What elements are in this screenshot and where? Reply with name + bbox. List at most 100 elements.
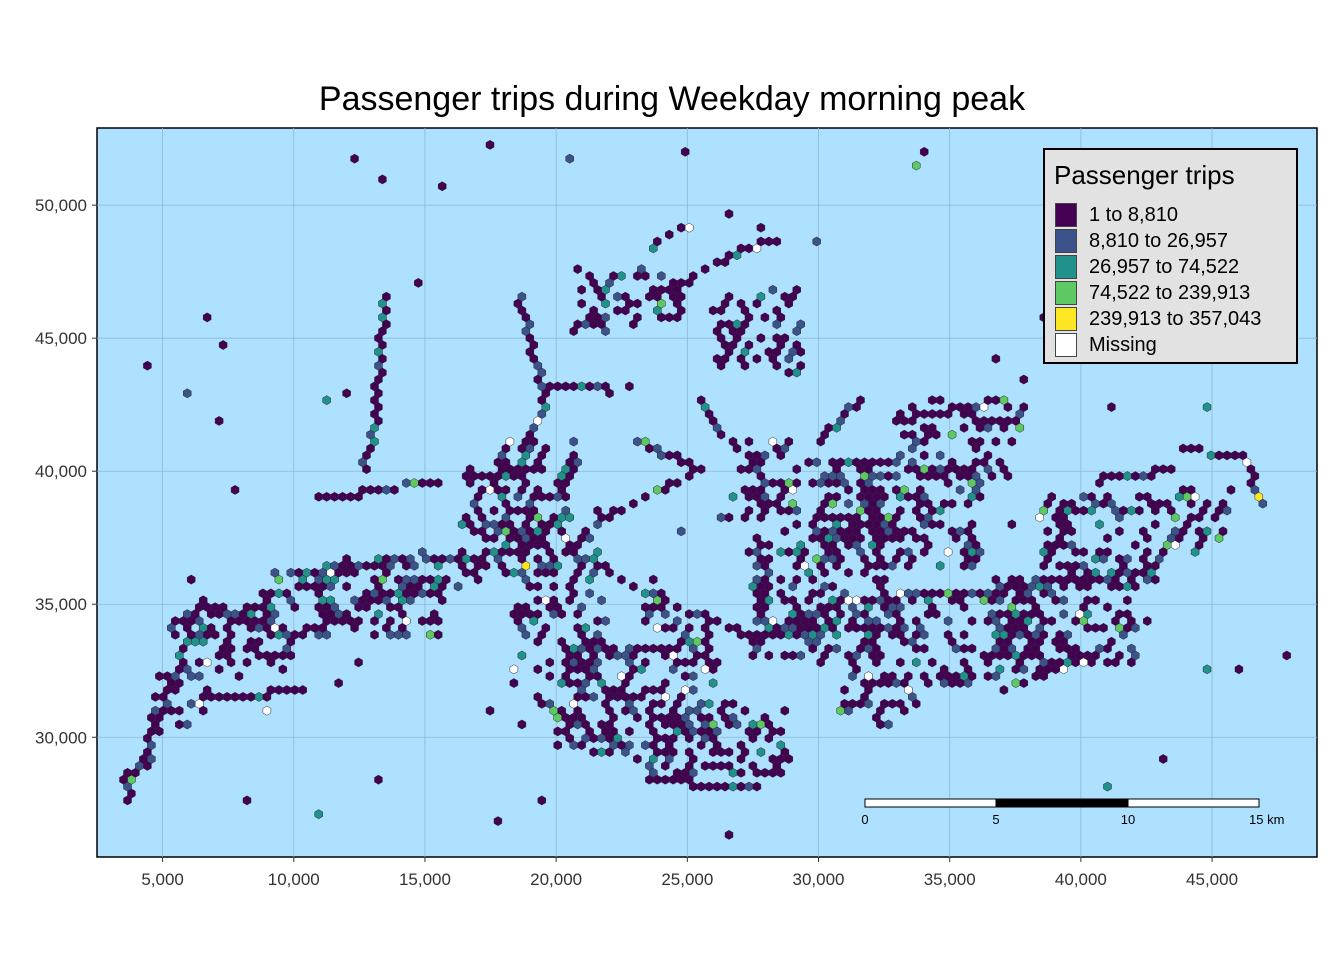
hex-cell (226, 657, 236, 668)
hex-cell (382, 554, 391, 564)
hex-cell (764, 540, 774, 550)
hex-cell (202, 312, 212, 323)
hex-cell (919, 671, 929, 682)
hex-cell (912, 643, 921, 654)
hex-cell (959, 643, 969, 654)
hex-cell (661, 761, 670, 771)
hex-cell (657, 284, 666, 295)
hex-cell (278, 650, 288, 661)
hex-cell (585, 588, 594, 599)
hex-cell (880, 698, 889, 709)
hex-cell (414, 278, 423, 288)
hex-cell (230, 609, 240, 619)
hex-cell (553, 491, 562, 502)
hex-cell (609, 685, 618, 695)
hex-cell (398, 554, 407, 564)
hex-cell (649, 726, 658, 737)
hex-cell (1059, 664, 1068, 675)
hex-cell (521, 629, 531, 640)
hex-cell (1079, 505, 1088, 516)
hex-cell (792, 574, 801, 585)
hex-cell (577, 298, 586, 309)
hex-cell (581, 319, 590, 330)
hex-cell (274, 588, 284, 599)
hex-cell (218, 340, 228, 350)
hex-cell (1107, 636, 1116, 647)
hex-cell (553, 381, 562, 392)
hex-cell (955, 485, 965, 495)
hex-cell (1055, 560, 1064, 571)
hex-cell (943, 588, 953, 599)
hex-cell (912, 436, 921, 447)
hex-cell (959, 422, 969, 433)
hex-cell (812, 609, 821, 619)
hex-cell (318, 567, 327, 578)
hex-cell (796, 650, 805, 661)
hex-cell (1107, 402, 1116, 412)
hex-cell (1230, 450, 1240, 461)
hex-cell (418, 574, 427, 585)
hex-cell (1159, 754, 1168, 764)
hex-cell (577, 284, 586, 295)
hex-cell (593, 616, 602, 626)
hex-cell (282, 685, 292, 695)
hex-cell (744, 312, 754, 323)
hex-cell (959, 464, 969, 475)
hex-cell (724, 830, 734, 840)
scale-bar-label: 5 (992, 812, 999, 827)
hex-cell (370, 574, 379, 585)
hex-cell (744, 243, 754, 254)
hex-cell (605, 278, 614, 288)
hex-cell (533, 485, 543, 495)
hex-cell (716, 360, 726, 371)
hex-cell (784, 367, 794, 378)
hex-cell (1051, 512, 1060, 523)
hex-cell (967, 588, 977, 599)
hex-cell (569, 436, 578, 447)
hex-cell (517, 457, 527, 468)
hex-cell (1123, 595, 1132, 606)
hex-cell (565, 153, 574, 164)
hex-cell (517, 609, 527, 619)
legend-title: Passenger trips (1054, 160, 1235, 190)
hex-cell (987, 471, 997, 481)
hex-cell (680, 146, 690, 157)
hex-cell (477, 485, 487, 495)
hex-cell (772, 498, 782, 509)
hex-cell (1155, 498, 1164, 509)
hex-cell (585, 574, 594, 585)
hex-cell (959, 588, 969, 599)
hex-cell (756, 498, 766, 509)
hex-cell (900, 416, 909, 426)
hex-cell (676, 222, 686, 233)
hex-cell (278, 664, 288, 675)
hex-cell (927, 588, 937, 599)
hex-cell (919, 588, 929, 599)
hex-cell (402, 588, 411, 599)
hex-cell (736, 629, 746, 640)
hex-cell (665, 312, 674, 323)
hex-cell (876, 678, 885, 688)
hex-cell (900, 636, 909, 647)
hex-cell (641, 740, 650, 751)
legend-item: 239,913 to 357,043 (1055, 306, 1261, 332)
hex-cell (505, 436, 515, 447)
hex-cell (923, 471, 933, 481)
hex-cell (1015, 629, 1025, 640)
y-tick-label: 45,000 (35, 329, 87, 348)
hex-cell (362, 560, 371, 571)
hex-cell (533, 595, 543, 606)
hex-cell (904, 491, 913, 502)
hex-cell (708, 747, 718, 757)
hex-cell (541, 623, 551, 633)
hex-cell (720, 298, 730, 309)
hex-cell (768, 629, 778, 640)
legend-item: 1 to 8,810 (1055, 202, 1178, 228)
hex-cell (1282, 650, 1291, 661)
hex-cell (744, 340, 754, 350)
hex-cell (222, 609, 232, 619)
hex-cell (485, 705, 495, 716)
hex-cell (963, 526, 973, 537)
hex-cell (700, 761, 710, 771)
hex-cell (426, 588, 435, 599)
